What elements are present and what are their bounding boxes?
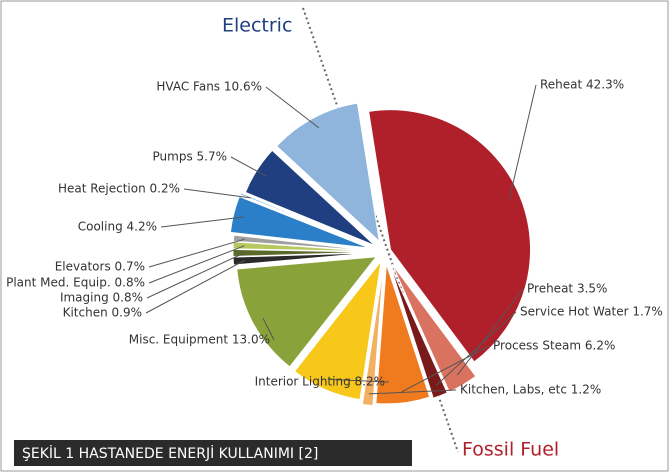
annotation: Fossil Fuel (462, 439, 559, 461)
leader-line (368, 389, 457, 395)
leader-line (183, 188, 251, 199)
leader-line (265, 86, 320, 129)
pie: Reheat 42.3% Preheat 3.5% Service Hot Wate… (6, 78, 663, 407)
wedge (236, 256, 378, 368)
leader-line (262, 317, 275, 341)
wedge (293, 259, 382, 401)
wedge (232, 241, 374, 252)
wedge (232, 248, 374, 257)
leader-line (148, 245, 245, 284)
slice-label: Elevators 0.7% (55, 260, 145, 274)
leader-line (145, 259, 245, 314)
slice-label: HVAC Fans 10.6% (156, 80, 262, 94)
wedge (244, 149, 376, 247)
wedge (391, 263, 477, 393)
slice-label: Kitchen, Labs, etc 1.2% (460, 383, 601, 397)
leader-line (146, 252, 245, 299)
slice-label: Interior Lighting 8.2% (255, 375, 385, 389)
slice-label: Misc. Equipment 13.0% (129, 333, 270, 347)
leader-line (401, 345, 490, 393)
leader-line (435, 311, 517, 386)
slice-label: Plant Med. Equip. 0.8% (6, 276, 145, 290)
wedge (361, 265, 384, 407)
slice-label: Reheat 42.3% (540, 78, 624, 92)
wedge (375, 263, 431, 405)
caption: ŞEKİL 1 HASTANEDE ENERJİ KULLANIMI [2] (22, 444, 318, 462)
slice-label: Service Hot Water 1.7% (520, 305, 663, 319)
annotation: Electric (222, 15, 292, 37)
wedge (232, 252, 374, 266)
wedge (389, 264, 448, 399)
leader-line (508, 84, 537, 200)
wedge (368, 109, 531, 363)
leader-line (160, 216, 245, 228)
slice-label: Cooling 4.2% (78, 220, 157, 234)
leader-line (456, 288, 524, 376)
slice-label: Kitchen 0.9% (63, 306, 142, 320)
leader-line (148, 238, 245, 268)
slice-label: Imaging 0.8% (60, 291, 143, 305)
wedge (232, 234, 374, 252)
leader-line (230, 156, 267, 177)
slice-label: Process Steam 6.2% (493, 339, 615, 353)
wedge (275, 102, 381, 243)
leader-line (329, 378, 390, 383)
slice-label: Pumps 5.7% (153, 150, 228, 164)
caption-box (14, 440, 412, 466)
slice-label: Preheat 3.5% (527, 282, 607, 296)
slice-label: Heat Rejection 0.2% (58, 182, 180, 196)
wedge (239, 192, 371, 247)
